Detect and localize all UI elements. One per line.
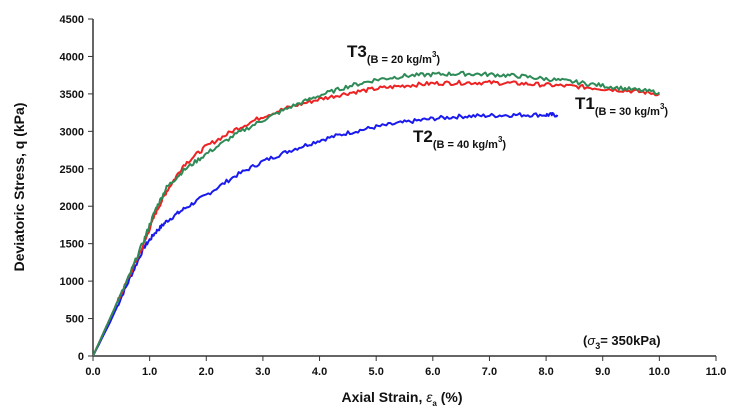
x-tick-label: 11.0 (706, 366, 727, 378)
x-tick-label: 7.0 (482, 366, 497, 378)
series-line-t3 (92, 70, 661, 357)
x-tick-label: 3.0 (255, 366, 270, 378)
x-tick-label: 5.0 (369, 366, 384, 378)
x-tick-label: 10.0 (649, 366, 670, 378)
x-tick-label: 1.0 (142, 366, 157, 378)
x-tick-label: 4.0 (312, 366, 327, 378)
x-tick-label: 8.0 (538, 366, 553, 378)
x-axis-title: Axial Strain, εa (%) (341, 389, 462, 408)
x-tick-label: 2.0 (199, 366, 214, 378)
y-tick-label: 3500 (60, 89, 84, 101)
series-label-t3: T3(B = 20 kg/m3) (347, 42, 440, 66)
plot-area (92, 19, 716, 357)
y-tick-label: 2500 (60, 164, 84, 176)
y-tick-label: 3000 (60, 126, 84, 138)
y-tick-label: 500 (66, 314, 84, 326)
y-tick-label: 4500 (60, 14, 84, 26)
y-tick-label: 1000 (60, 276, 84, 288)
series-label-t1: T1(B = 30 kg/m3) (575, 94, 668, 118)
y-tick-label: 0 (78, 351, 84, 363)
x-tick-label: 0.0 (85, 366, 100, 378)
y-tick-label: 4000 (60, 51, 84, 63)
ticks-layer: 0.0 1.0 2.0 3.0 4.0 5.0 6.0 7.0 8.0 9.0 10.0 11.0 0 5… (60, 14, 727, 378)
series-label-t2: T2(B = 40 kg/m3) (413, 127, 506, 151)
series-line-t1 (92, 79, 660, 357)
y-tick-label: 2000 (60, 201, 84, 213)
confining-pressure-annotation: (σ3= 350kPa) (583, 333, 661, 351)
series-line-t2 (92, 112, 559, 357)
x-tick-label: 6.0 (425, 366, 440, 378)
y-tick-label: 1500 (60, 239, 84, 251)
y-axis-title: Deviatoric Stress, q (kPa) (11, 103, 27, 272)
x-tick-label: 9.0 (595, 366, 610, 378)
series-layer (92, 70, 661, 357)
